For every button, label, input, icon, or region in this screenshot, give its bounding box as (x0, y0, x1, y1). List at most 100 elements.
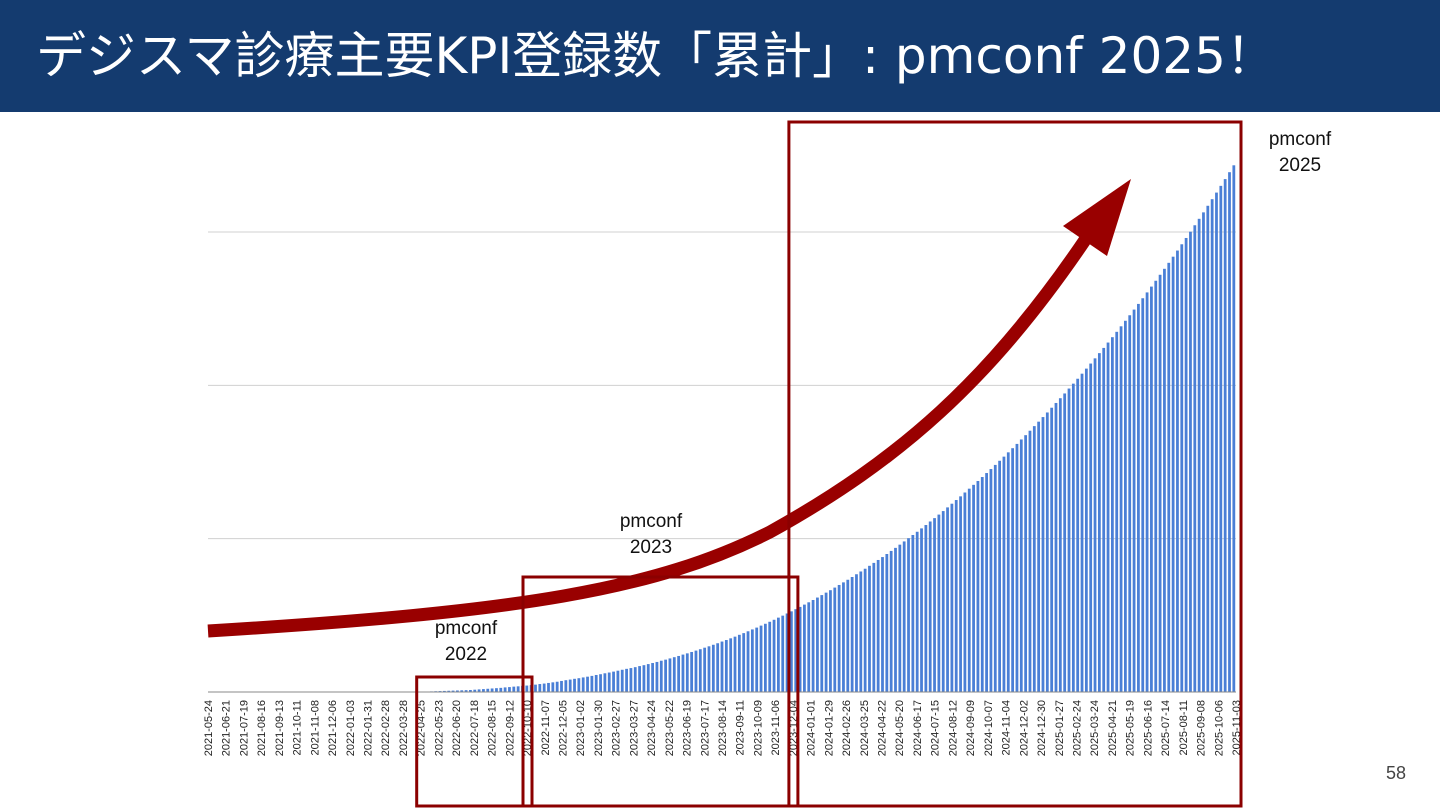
bar (642, 665, 646, 692)
bar (963, 492, 967, 692)
x-tick-label: 2025-01-27 (1054, 700, 1066, 756)
x-tick-label: 2025-08-11 (1178, 700, 1190, 755)
bar (1011, 448, 1015, 692)
x-tick-label: 2023-11-06 (770, 700, 782, 755)
bar (885, 554, 889, 692)
box-pmconf-2022 (415, 675, 534, 808)
bar (1206, 205, 1210, 692)
bar (469, 690, 472, 692)
bar (733, 636, 737, 692)
bar (447, 690, 451, 692)
bar (664, 659, 667, 692)
bar (555, 681, 559, 692)
bar (907, 538, 910, 692)
bar (1115, 331, 1119, 692)
x-tick-label: 2024-07-15 (930, 700, 942, 756)
bar (1197, 218, 1201, 692)
bar (720, 641, 724, 692)
box-pmconf-2025 (787, 120, 1243, 808)
bar-series (416, 165, 1236, 693)
bar (1223, 179, 1227, 693)
bar (933, 518, 936, 692)
bar (564, 680, 568, 692)
bar (464, 690, 468, 692)
bar (586, 676, 589, 692)
bar (607, 672, 611, 692)
bar (1097, 353, 1101, 692)
bar (703, 647, 707, 692)
bar (859, 571, 863, 692)
x-tick-label: 2024-12-30 (1036, 700, 1048, 756)
bar (1167, 262, 1171, 692)
bar (482, 689, 485, 692)
x-tick-label: 2021-12-06 (327, 700, 339, 756)
x-tick-label: 2025-07-14 (1160, 700, 1172, 756)
bar (924, 525, 928, 692)
x-tick-label: 2023-06-19 (682, 700, 694, 756)
bar (941, 511, 945, 692)
bar (755, 627, 759, 692)
bar (989, 469, 993, 692)
x-tick-label: 2022-12-05 (557, 700, 569, 756)
bar (503, 687, 507, 692)
slide-header: デジスマ診療主要KPI登録数「累計」: pmconf 2025！ (0, 0, 1440, 112)
bar (972, 484, 975, 692)
bar (928, 521, 932, 692)
bar (803, 604, 806, 692)
x-tick-label: 2024-11-04 (1001, 700, 1013, 755)
x-tick-labels: 2021-05-24 2021-06-21 2021-07-19 2021-08-16… (203, 700, 1243, 756)
bar (1154, 280, 1158, 692)
x-tick-label: 2021-08-16 (256, 700, 268, 756)
x-tick-label: 2022-02-28 (380, 700, 392, 756)
bar (451, 690, 455, 692)
bar (759, 625, 763, 692)
x-tick-label: 2023-03-27 (628, 700, 640, 756)
bar (534, 684, 537, 692)
bar (698, 649, 702, 692)
bar (568, 679, 572, 692)
x-tick-label: 2023-01-30 (593, 700, 605, 756)
x-tick-label: 2022-04-25 (416, 700, 428, 756)
bar (1184, 237, 1188, 693)
bar (816, 597, 819, 692)
bar (538, 684, 542, 692)
box-pmconf-2023 (521, 575, 800, 808)
bar (711, 644, 715, 692)
bar (872, 562, 876, 692)
bar (490, 688, 494, 692)
bar (1076, 378, 1080, 692)
bar (685, 653, 689, 692)
conference-boxes (415, 120, 1243, 808)
x-tick-label: 2021-05-24 (203, 700, 215, 756)
bar (633, 667, 637, 692)
bar (1189, 231, 1192, 692)
bar (889, 550, 893, 692)
bar (772, 619, 776, 692)
x-tick-label: 2024-09-09 (965, 700, 977, 756)
x-tick-label: 2021-07-19 (238, 700, 250, 756)
bar (1158, 274, 1162, 692)
bar (473, 689, 477, 692)
bar (690, 651, 694, 692)
bar (724, 640, 728, 692)
bar (807, 602, 811, 692)
x-tick-label: 2025-03-24 (1089, 700, 1101, 756)
bar (672, 657, 676, 692)
bar (868, 565, 871, 692)
bar (777, 617, 780, 692)
bar (1050, 407, 1054, 692)
bar (768, 621, 772, 692)
bar (1132, 309, 1136, 692)
bar (668, 658, 672, 692)
x-tick-label: 2024-12-02 (1018, 700, 1030, 756)
bar (967, 488, 971, 692)
bar (842, 582, 845, 692)
x-tick-label: 2022-08-15 (487, 700, 499, 756)
bar (486, 688, 490, 692)
label-pmconf-2022: pmconf (435, 618, 498, 639)
arrow-head (1063, 179, 1131, 256)
x-tick-label: 2024-05-20 (894, 700, 906, 756)
bar (659, 660, 663, 692)
x-tick-label: 2022-03-28 (398, 700, 410, 756)
